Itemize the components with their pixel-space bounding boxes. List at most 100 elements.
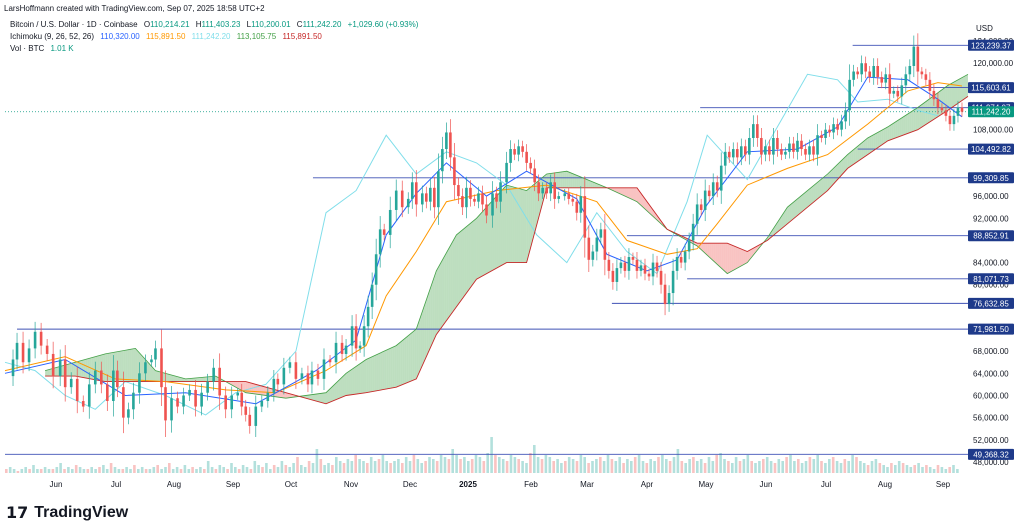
volume-bar	[168, 463, 171, 473]
volume-bar	[327, 463, 330, 473]
ichimoku-cloud-segment	[725, 243, 728, 274]
candle-body	[306, 373, 310, 385]
volume-bar	[137, 469, 140, 473]
volume-bar	[214, 469, 218, 473]
volume-bar	[82, 469, 86, 473]
volume-bar	[835, 461, 839, 473]
ichimoku-cloud-segment	[905, 113, 908, 135]
volume-bar	[661, 455, 664, 473]
candle-body	[266, 392, 270, 402]
ichimoku-cloud-segment	[791, 202, 794, 221]
volume-bar	[113, 467, 117, 473]
ichimoku-cloud-segment	[771, 228, 774, 238]
ichimoku-cloud-segment	[582, 177, 585, 188]
volume-bar	[373, 461, 377, 473]
volume-bar	[797, 459, 800, 473]
volume-bar	[921, 467, 924, 473]
volume-bar	[882, 465, 885, 473]
volume-bar	[59, 463, 62, 473]
ichimoku-cloud-segment	[755, 245, 758, 253]
candle-body	[723, 151, 727, 166]
ichimoku-cloud-segment	[344, 373, 347, 397]
candle-body	[792, 143, 795, 152]
candle-body	[611, 270, 615, 282]
currency-label: USD	[976, 24, 993, 33]
volume-bar	[610, 459, 614, 473]
candle-body	[671, 270, 675, 294]
volume-bar	[665, 459, 668, 473]
candle-body	[248, 414, 252, 426]
volume-bar	[467, 461, 470, 473]
ichimoku-cloud-segment	[562, 171, 565, 188]
volume-bar	[261, 467, 264, 473]
candle-body	[517, 146, 520, 155]
candle-body	[421, 193, 424, 205]
ichimoku-cloud-segment	[580, 177, 583, 188]
volume-bar	[404, 457, 408, 473]
volume-bar	[486, 453, 489, 473]
ichimoku-cloud-segment	[947, 84, 950, 111]
volume-bar	[649, 459, 652, 473]
volume-bar	[191, 467, 194, 473]
ichimoku-cloud-segment	[173, 375, 176, 382]
ichimoku-cloud-segment	[817, 180, 820, 199]
ichimoku-cloud-segment	[486, 204, 489, 274]
volume-bar	[672, 457, 676, 473]
price-level-label-bg	[968, 323, 1014, 335]
volume-bar	[416, 459, 420, 473]
ichimoku-cloud-segment	[452, 238, 455, 313]
candle-body	[553, 182, 557, 199]
ichimoku-cloud-segment	[803, 192, 806, 211]
volume-bar	[175, 467, 179, 473]
ichimoku-cloud-segment	[307, 394, 310, 400]
ichimoku-cloud-segment	[843, 156, 846, 173]
ichimoku-cloud-segment	[512, 186, 515, 263]
ichimoku-cloud-segment	[448, 245, 451, 318]
volume-bar	[63, 469, 66, 473]
x-tick-label: Nov	[344, 480, 358, 489]
ichimoku-cloud-segment	[402, 338, 405, 385]
ichimoku-cloud-segment	[777, 219, 780, 233]
candle-body	[334, 342, 338, 363]
candle-body	[760, 137, 763, 155]
x-tick-label: May	[698, 480, 713, 489]
ichimoku-cloud-segment	[478, 213, 481, 279]
price-level-label: 88,852.91	[973, 232, 1009, 241]
ichimoku-cloud-segment	[179, 377, 182, 382]
ichimoku-cloud-segment	[715, 243, 718, 265]
ichimoku-cloud-segment	[911, 110, 914, 132]
candle-body	[362, 326, 366, 346]
ichimoku-cloud-segment	[446, 249, 449, 321]
ichimoku-cloud-segment	[470, 221, 473, 288]
candle-body	[800, 140, 803, 150]
ichimoku-cloud-segment	[965, 74, 968, 98]
ichimoku-legend-row[interactable]: Ichimoku (9, 26, 52, 26) 110,320.00 115,…	[10, 32, 326, 42]
ichimoku-cloud-segment	[883, 128, 886, 144]
ichimoku-cloud-segment	[586, 179, 589, 188]
volume-legend-row[interactable]: Vol · BTC 1.01 K	[10, 44, 78, 54]
volume-bar	[28, 469, 31, 473]
volume-bar	[323, 465, 326, 473]
y-tick-label: 84,000.00	[973, 259, 1009, 268]
ichimoku-cloud-segment	[727, 243, 730, 274]
ichimoku-cloud-segment	[342, 375, 345, 398]
ichimoku-cloud-segment	[929, 97, 932, 122]
candle-body	[240, 392, 244, 407]
volume-bar	[226, 469, 229, 473]
candle-body	[449, 132, 452, 158]
ichimoku-cloud-segment	[67, 363, 70, 377]
volume-bar	[622, 463, 625, 473]
ichimoku-cloud-segment	[311, 394, 314, 401]
ichimoku-cloud-segment	[334, 383, 337, 401]
volume-bar	[556, 459, 559, 473]
candle-body	[888, 74, 892, 94]
ichimoku-cloud-segment	[564, 171, 567, 188]
tradingview-logo[interactable]: 17 TradingView	[6, 503, 128, 522]
candle-body	[39, 331, 43, 346]
candle-body	[808, 146, 811, 155]
symbol-legend-row[interactable]: Bitcoin / U.S. Dollar · 1D · Coinbase O1…	[10, 20, 422, 30]
candle-body	[27, 348, 31, 363]
volume-bar	[156, 465, 159, 473]
volume-bar	[335, 457, 338, 473]
